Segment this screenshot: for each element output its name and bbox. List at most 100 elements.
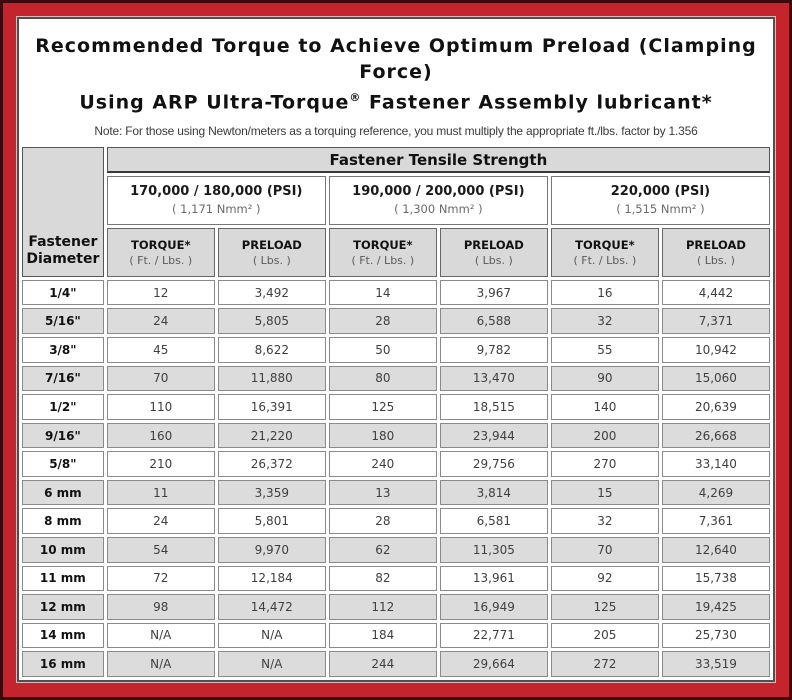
- preload-column-header: PRELOAD ( Lbs. ): [439, 227, 548, 277]
- preload-cell: 16,949: [439, 594, 548, 620]
- preload-cell: 3,492: [217, 279, 326, 306]
- torque-cell: 12: [106, 279, 215, 306]
- torque-header-label: TORQUE*: [131, 237, 191, 252]
- table-row: 16 mm N/A N/A 244 29,664 272 33,519: [22, 651, 770, 677]
- preload-cell: 9,970: [217, 536, 326, 563]
- preload-cell: 29,664: [439, 651, 548, 677]
- torque-cell: 45: [106, 337, 215, 363]
- torque-table-wrap: Fastener Diameter Fastener Tensile Stren…: [19, 144, 773, 680]
- torque-cell: 272: [550, 651, 659, 677]
- preload-cell: 11,880: [217, 365, 326, 392]
- table-row: 6 mm 11 3,359 13 3,814 15 4,269: [22, 479, 770, 506]
- diameter-cell: 11 mm: [22, 565, 104, 592]
- preload-header-label: PRELOAD: [685, 237, 746, 252]
- table-row: 11 mm 72 12,184 82 13,961 92 15,738: [22, 565, 770, 592]
- torque-cell: 92: [550, 565, 659, 592]
- torque-cell: 82: [328, 565, 437, 592]
- torque-cell: 32: [550, 308, 659, 335]
- tensile-strength-header: Fastener Tensile Strength: [106, 147, 770, 173]
- preload-cell: 7,371: [661, 308, 770, 335]
- table-row: 1/2" 110 16,391 125 18,515 140 20,639: [22, 394, 770, 420]
- preload-cell: 33,519: [661, 651, 770, 677]
- preload-cell: 9,782: [439, 337, 548, 363]
- registered-trademark-symbol: ®: [349, 91, 362, 104]
- diameter-cell: 10 mm: [22, 536, 104, 563]
- preload-cell: 5,801: [217, 508, 326, 534]
- preload-cell: 19,425: [661, 594, 770, 620]
- diameter-cell: 5/16": [22, 308, 104, 335]
- diameter-cell: 1/4": [22, 279, 104, 306]
- preload-cell: 25,730: [661, 622, 770, 649]
- preload-cell: 15,060: [661, 365, 770, 392]
- preload-cell: 13,961: [439, 565, 548, 592]
- preload-cell: 11,305: [439, 536, 548, 563]
- psi-label: 190,000 / 200,000 (PSI): [352, 184, 525, 200]
- torque-column-header: TORQUE* ( Ft. / Lbs. ): [106, 227, 215, 277]
- preload-header-label: PRELOAD: [241, 237, 302, 252]
- preload-cell: 3,359: [217, 479, 326, 506]
- diameter-cell: 5/8": [22, 451, 104, 477]
- nmm-label: ( 1,171 Nmm² ): [172, 202, 261, 217]
- table-row: 7/16" 70 11,880 80 13,470 90 15,060: [22, 365, 770, 392]
- torque-cell: 125: [328, 394, 437, 420]
- preload-cell: 7,361: [661, 508, 770, 534]
- preload-cell: 33,140: [661, 451, 770, 477]
- title-block: Recommended Torque to Achieve Optimum Pr…: [19, 19, 773, 144]
- torque-header-label: TORQUE*: [575, 237, 635, 252]
- nmm-label: ( 1,300 Nmm² ): [394, 202, 483, 217]
- torque-cell: 32: [550, 508, 659, 534]
- table-row: 14 mm N/A N/A 184 22,771 205 25,730: [22, 622, 770, 649]
- preload-cell: 16,391: [217, 394, 326, 420]
- preload-cell: 10,942: [661, 337, 770, 363]
- torque-cell: 11: [106, 479, 215, 506]
- torque-cell: 28: [328, 308, 437, 335]
- preload-cell: 22,771: [439, 622, 548, 649]
- torque-cell: 55: [550, 337, 659, 363]
- preload-cell: 23,944: [439, 422, 548, 449]
- torque-cell: 180: [328, 422, 437, 449]
- torque-cell: 244: [328, 651, 437, 677]
- diameter-cell: 8 mm: [22, 508, 104, 534]
- diameter-cell: 9/16": [22, 422, 104, 449]
- preload-cell: 20,639: [661, 394, 770, 420]
- title-line2-prefix: Using ARP Ultra-Torque: [79, 91, 350, 114]
- diameter-cell: 1/2": [22, 394, 104, 420]
- preload-cell: 3,967: [439, 279, 548, 306]
- torque-cell: 16: [550, 279, 659, 306]
- torque-cell: 140: [550, 394, 659, 420]
- torque-cell: 98: [106, 594, 215, 620]
- psi-rating-header-row: 170,000 / 180,000 (PSI) ( 1,171 Nmm² ) 1…: [22, 175, 770, 225]
- preload-header-units: ( Lbs. ): [474, 253, 513, 267]
- psi-group-190-200: 190,000 / 200,000 (PSI) ( 1,300 Nmm² ): [328, 175, 548, 225]
- diameter-cell: 3/8": [22, 337, 104, 363]
- preload-column-header: PRELOAD ( Lbs. ): [217, 227, 326, 277]
- table-row: 5/8" 210 26,372 240 29,756 270 33,140: [22, 451, 770, 477]
- fastener-diameter-header-line1: Fastener: [28, 233, 98, 250]
- content-panel: Recommended Torque to Achieve Optimum Pr…: [17, 17, 775, 682]
- torque-cell: 72: [106, 565, 215, 592]
- title-line2-suffix: Fastener Assembly lubricant*: [361, 91, 713, 114]
- preload-cell: 5,805: [217, 308, 326, 335]
- preload-cell: 3,814: [439, 479, 548, 506]
- table-row: 1/4" 12 3,492 14 3,967 16 4,442: [22, 279, 770, 306]
- preload-cell: 21,220: [217, 422, 326, 449]
- table-row: 10 mm 54 9,970 62 11,305 70 12,640: [22, 536, 770, 563]
- preload-cell: 6,588: [439, 308, 548, 335]
- diameter-cell: 7/16": [22, 365, 104, 392]
- tensile-strength-header-row: Fastener Diameter Fastener Tensile Stren…: [22, 147, 770, 277]
- torque-cell: 210: [106, 451, 215, 477]
- preload-cell: N/A: [217, 622, 326, 649]
- page-title-line2: Using ARP Ultra-Torque® Fastener Assembl…: [27, 85, 765, 115]
- torque-cell: 112: [328, 594, 437, 620]
- preload-cell: 14,472: [217, 594, 326, 620]
- torque-cell: 24: [106, 508, 215, 534]
- fastener-diameter-header-line2: Diameter: [26, 250, 100, 267]
- preload-cell: N/A: [217, 651, 326, 677]
- torque-cell: 14: [328, 279, 437, 306]
- table-row: 5/16" 24 5,805 28 6,588 32 7,371: [22, 308, 770, 335]
- preload-cell: 12,184: [217, 565, 326, 592]
- red-border-frame: Recommended Torque to Achieve Optimum Pr…: [3, 3, 789, 697]
- torque-cell: 205: [550, 622, 659, 649]
- page-title-line1: Recommended Torque to Achieve Optimum Pr…: [35, 35, 757, 83]
